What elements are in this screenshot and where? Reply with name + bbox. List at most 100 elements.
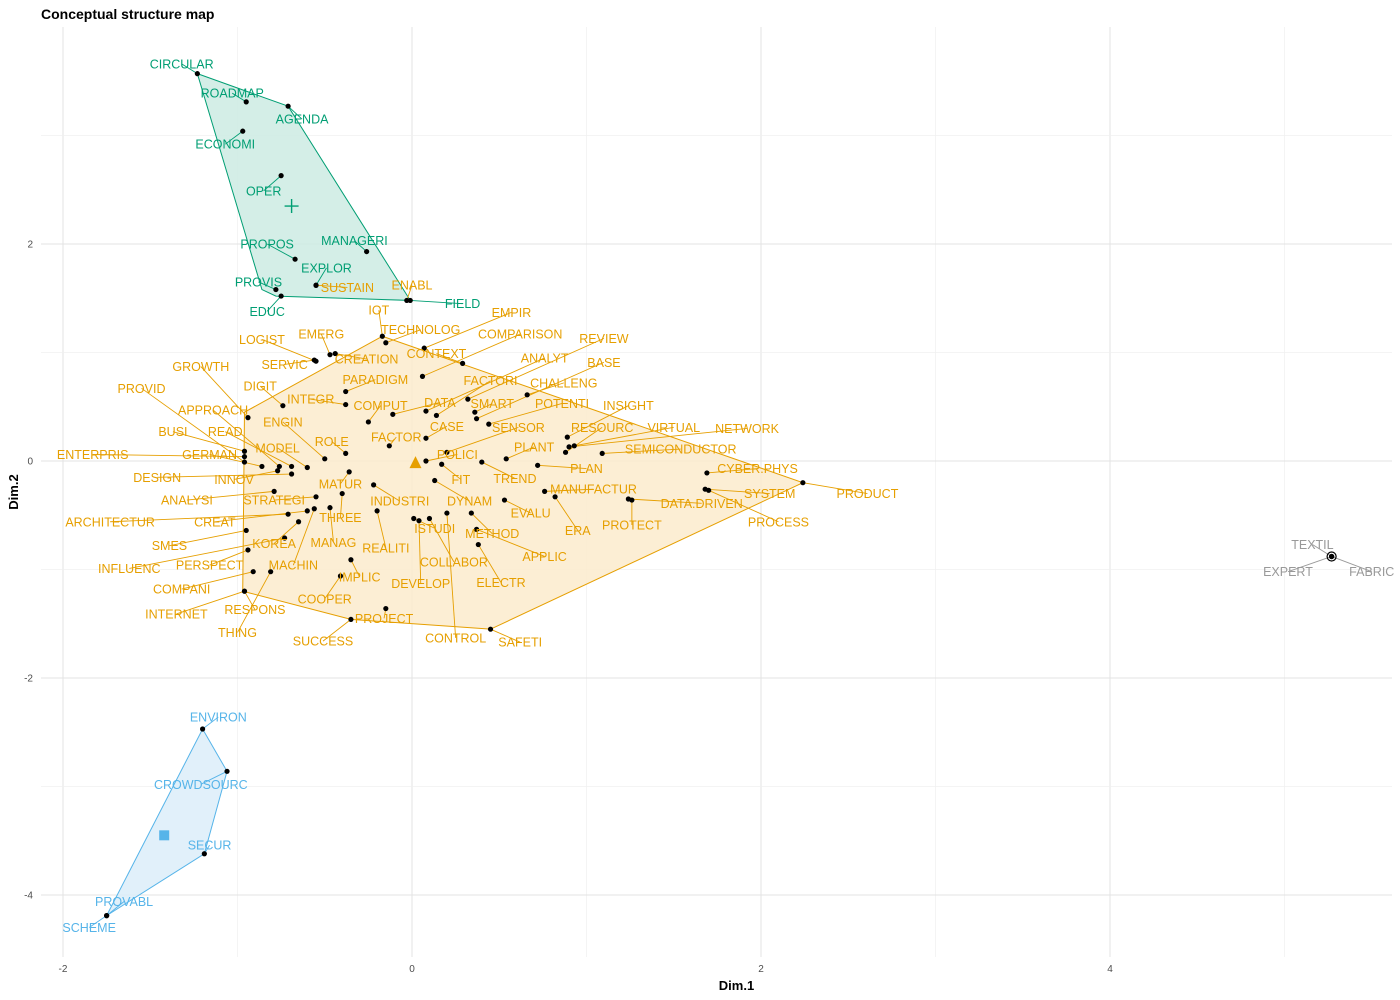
data-point <box>280 403 286 409</box>
label-connector <box>504 499 531 514</box>
point-label: RESPONS <box>224 603 285 617</box>
point-label: ELECTR <box>476 576 525 590</box>
data-point <box>439 461 445 467</box>
label-connector <box>233 470 278 480</box>
label-connector <box>506 446 535 460</box>
point-label: FIELD <box>445 297 480 311</box>
data-point <box>343 450 349 457</box>
data-point <box>104 913 110 919</box>
point-label: STRATEGI <box>243 494 305 508</box>
data-point <box>423 458 429 464</box>
label-connector <box>324 575 341 600</box>
point-label: PROPOS <box>240 238 294 252</box>
label-connector <box>441 463 462 480</box>
label-connector <box>277 447 308 468</box>
label-connector <box>565 426 603 453</box>
label-connector <box>406 285 413 301</box>
data-point <box>1329 553 1335 560</box>
cluster-centroid <box>284 199 299 214</box>
point-label: PROVID <box>118 382 166 396</box>
label-connector <box>106 901 125 916</box>
point-label: FACTOR <box>371 431 421 445</box>
label-connector <box>425 454 458 462</box>
label-connector <box>436 380 491 416</box>
cluster-hull-layer <box>105 72 805 918</box>
point-label: MATUR <box>319 477 363 491</box>
label-connector <box>320 333 331 355</box>
data-point <box>404 297 410 304</box>
point-label: EXPERT <box>1263 565 1313 579</box>
point-label: CHALLENG <box>530 376 597 390</box>
point-label: MODEL <box>255 441 300 455</box>
point-label: DYNAM <box>447 495 492 509</box>
label-connector <box>209 549 249 566</box>
label-connector <box>628 498 702 504</box>
label-connector <box>209 454 263 467</box>
label-connector <box>266 243 296 260</box>
label-connector <box>244 590 256 610</box>
centroid-layer <box>159 199 1337 841</box>
label-connector <box>200 770 228 785</box>
label-connector <box>232 92 247 103</box>
data-point <box>475 541 481 548</box>
x-tick-label: -2 <box>59 964 68 975</box>
label-connector <box>368 405 381 423</box>
label-connector <box>477 544 502 583</box>
label-connector <box>474 403 493 413</box>
label-connector <box>446 426 519 453</box>
point-label: ANALYSI <box>161 494 213 508</box>
data-point <box>348 616 354 623</box>
point-label: PROVABL <box>95 895 153 909</box>
point-label: OPER <box>246 184 281 198</box>
point-label: APPLIC <box>522 550 566 564</box>
data-point <box>339 490 345 497</box>
point-label: EMPIR <box>492 306 532 320</box>
data-point <box>295 519 302 525</box>
label-connector <box>258 281 277 290</box>
label-connector <box>329 507 334 543</box>
data-point <box>444 449 450 455</box>
point-label: TEXTIL <box>1291 538 1333 552</box>
point-label: POLICI <box>437 448 478 462</box>
label-connector <box>169 529 247 547</box>
point-label: EXPLOR <box>301 261 352 275</box>
data-point <box>383 340 389 346</box>
point-label: PROCESS <box>748 515 809 529</box>
data-point <box>343 401 349 408</box>
point-label: PERSPECT <box>176 559 244 573</box>
data-point <box>411 515 417 522</box>
point-label: PROJECT <box>355 612 414 626</box>
data-point <box>562 449 569 455</box>
label-connector <box>322 619 352 642</box>
point-label: MANAG <box>311 536 357 550</box>
point-label: SMES <box>152 539 187 553</box>
data-point <box>423 408 429 414</box>
data-point <box>566 444 572 450</box>
point-label: PRODUCT <box>837 487 899 501</box>
point-label: INNOV <box>214 473 254 487</box>
data-point <box>542 488 548 494</box>
data-point <box>706 487 712 493</box>
point-label: READ <box>208 425 243 439</box>
data-point <box>304 464 310 471</box>
data-point <box>322 456 328 462</box>
point-label: CROWDSOURC <box>154 778 248 792</box>
point-label: DATA.DRIVEN <box>661 497 743 511</box>
label-connector <box>554 496 579 531</box>
point-label: ANALYT <box>521 351 569 365</box>
label-connector <box>110 513 289 523</box>
point-label: IMPLIC <box>339 571 381 585</box>
data-point <box>629 497 635 503</box>
label-connector <box>488 403 563 425</box>
point-label: KOREA <box>252 537 296 551</box>
point-label: BUSI <box>158 425 187 439</box>
point-layer <box>104 71 1335 919</box>
point-label: ISTUDI <box>414 522 455 536</box>
y-tick-label: 0 <box>27 457 33 468</box>
point-label: ENABL <box>392 279 433 293</box>
point-label: INFLUENC <box>98 562 161 576</box>
data-point <box>292 256 298 262</box>
point-label: EVALU <box>511 507 551 521</box>
point-label: THING <box>218 626 257 640</box>
label-connector <box>354 240 367 252</box>
